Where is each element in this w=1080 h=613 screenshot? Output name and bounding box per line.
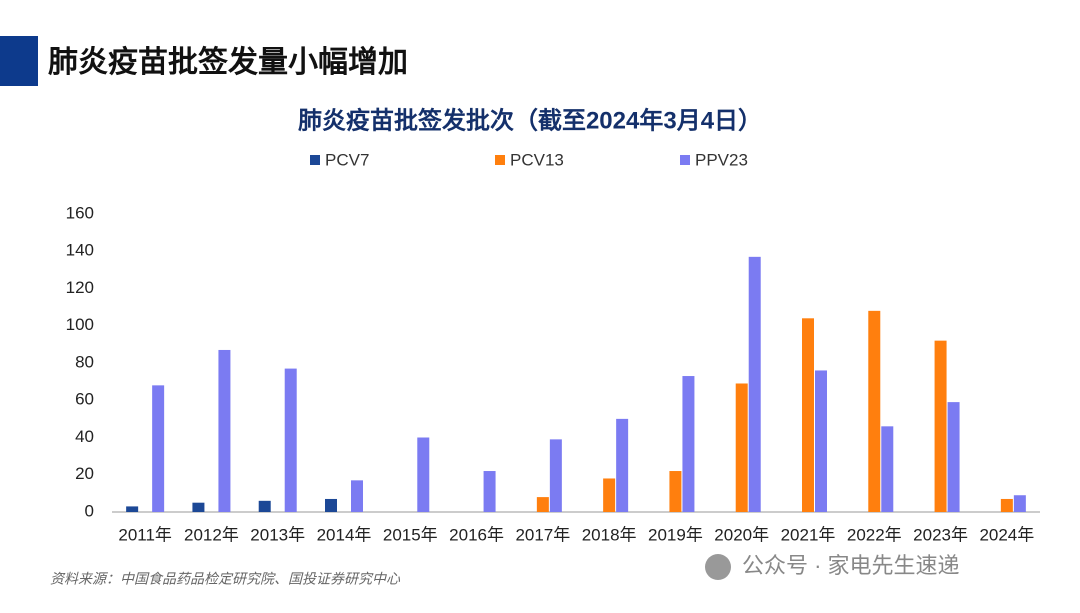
- x-tick-label: 2016年: [449, 525, 504, 544]
- y-tick-label: 80: [75, 352, 94, 371]
- bar: [549, 439, 562, 512]
- watermark-icon: [705, 554, 731, 580]
- legend-swatch: [680, 155, 690, 165]
- x-tick-label: 2024年: [979, 525, 1034, 544]
- watermark: 公众号 · 家电先生速递: [705, 553, 960, 580]
- watermark-text: 公众号 · 家电先生速递: [742, 553, 960, 578]
- legend-label: PCV13: [510, 150, 564, 169]
- bar: [603, 478, 616, 512]
- x-tick-label: 2022年: [847, 525, 902, 544]
- bar: [325, 498, 337, 512]
- bar: [934, 340, 947, 512]
- bar: [126, 506, 139, 512]
- header-accent: [0, 36, 38, 86]
- bar: [152, 385, 165, 512]
- y-tick-label: 40: [75, 427, 94, 446]
- legend-label: PPV23: [695, 150, 748, 169]
- legend-swatch: [495, 155, 505, 165]
- bar: [351, 480, 363, 512]
- x-tick-label: 2014年: [317, 525, 372, 544]
- x-tick-label: 2017年: [515, 525, 570, 544]
- bar: [616, 418, 629, 512]
- y-tick-label: 60: [75, 390, 94, 409]
- bar: [669, 471, 682, 512]
- y-tick-label: 0: [85, 501, 94, 520]
- bar: [536, 497, 549, 512]
- bar: [1013, 495, 1026, 512]
- bar: [483, 471, 496, 512]
- chart-title: 肺炎疫苗批签发批次（截至2024年3月4日）: [298, 106, 762, 134]
- bar: [192, 502, 205, 512]
- x-tick-label: 2020年: [714, 525, 769, 544]
- bar: [881, 426, 894, 512]
- bar: [218, 349, 231, 512]
- y-tick-label: 140: [66, 241, 94, 260]
- bar: [868, 310, 881, 512]
- bar: [258, 500, 271, 512]
- bar: [284, 368, 297, 512]
- bar: [682, 376, 695, 512]
- bar: [417, 437, 430, 512]
- bar: [1000, 498, 1013, 512]
- bar: [735, 383, 748, 512]
- x-tick-label: 2018年: [582, 525, 637, 544]
- legend-label: PCV7: [325, 150, 369, 169]
- y-tick-label: 20: [75, 464, 94, 483]
- x-tick-label: 2023年: [913, 525, 968, 544]
- x-tick-label: 2013年: [250, 525, 305, 544]
- bar: [815, 370, 827, 512]
- y-tick-label: 100: [66, 315, 94, 334]
- x-tick-label: 2019年: [648, 525, 703, 544]
- x-tick-label: 2011年: [118, 525, 172, 544]
- legend-swatch: [310, 155, 320, 165]
- x-tick-label: 2021年: [781, 525, 836, 544]
- slide-title: 肺炎疫苗批签发量小幅增加: [48, 45, 408, 79]
- y-tick-label: 120: [66, 278, 94, 297]
- y-tick-label: 160: [66, 203, 94, 222]
- bar: [947, 402, 960, 512]
- bar: [802, 318, 814, 512]
- x-tick-label: 2012年: [184, 525, 239, 544]
- x-tick-label: 2015年: [383, 525, 438, 544]
- bar: [748, 256, 761, 512]
- source-note: 资料来源：中国食品药品检定研究院、国投证券研究中心: [50, 571, 401, 587]
